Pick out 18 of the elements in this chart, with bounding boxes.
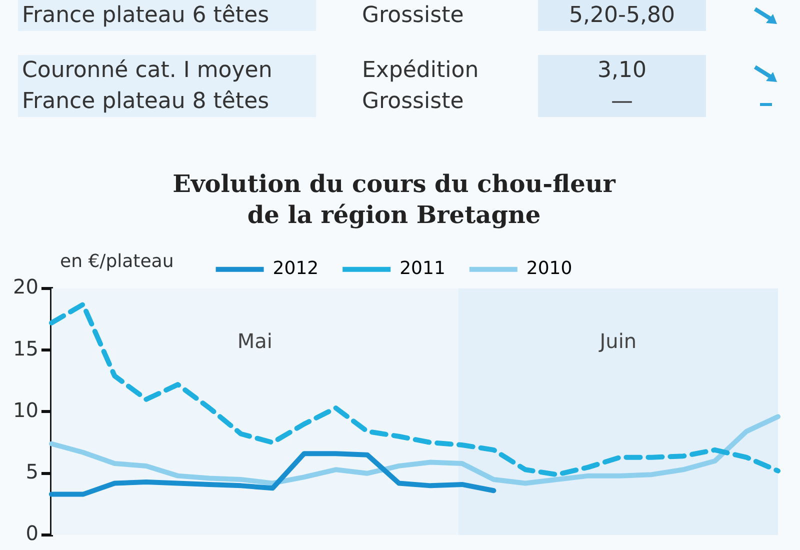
text: France plateau 6 têtes — [18, 0, 316, 31]
y-tick-label: 5 — [26, 460, 38, 484]
legend-label: 2010 — [526, 258, 572, 280]
chart-title: Evolution du cours du chou-fleur de la région Bretagne — [172, 168, 616, 230]
y-tick-label: 10 — [12, 398, 38, 422]
y-axis-title: en €/plateau — [60, 251, 174, 272]
y-tick-label: 20 — [12, 274, 38, 299]
text: 5,20-5,80 — [538, 0, 706, 31]
text: 3,10 — — [538, 55, 706, 117]
text: Grossiste — [361, 2, 465, 30]
text: Expédition Grossiste — [361, 57, 480, 116]
annotation: Juin — [598, 328, 637, 353]
y-tick-label: 15 — [12, 336, 38, 360]
legend-label: 2011 — [400, 258, 446, 280]
text: Couronné cat. I moyen France plateau 8 têtes — [18, 55, 316, 117]
y-tick-label: 0 — [26, 521, 38, 546]
annotation: Mai — [237, 328, 272, 353]
legend-label: 2012 — [272, 258, 319, 280]
